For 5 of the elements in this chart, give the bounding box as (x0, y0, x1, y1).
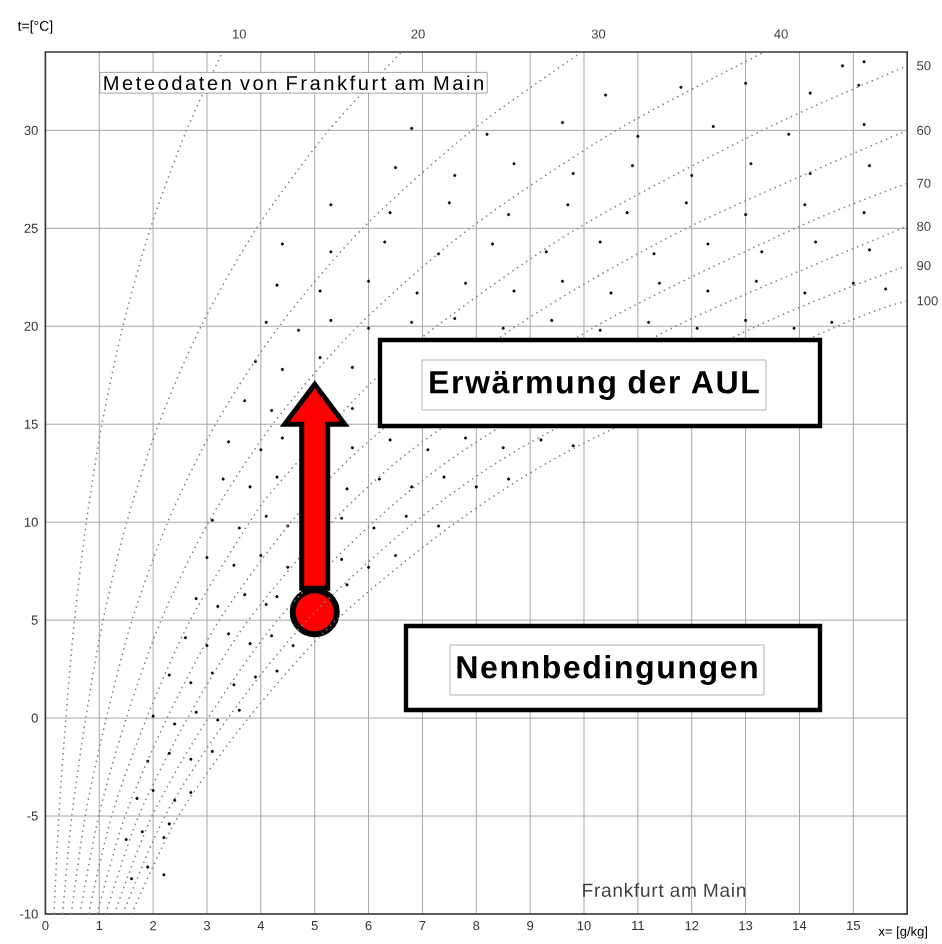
line-series (79, 52, 766, 914)
annotation: Erwärmung der AUL (430, 370, 759, 400)
annotation: Nennbedingungen (457, 655, 757, 685)
annotation: Frankfurt am Main (583, 883, 746, 897)
text: Meteodaten von Frankfurt am Main (104, 75, 483, 91)
